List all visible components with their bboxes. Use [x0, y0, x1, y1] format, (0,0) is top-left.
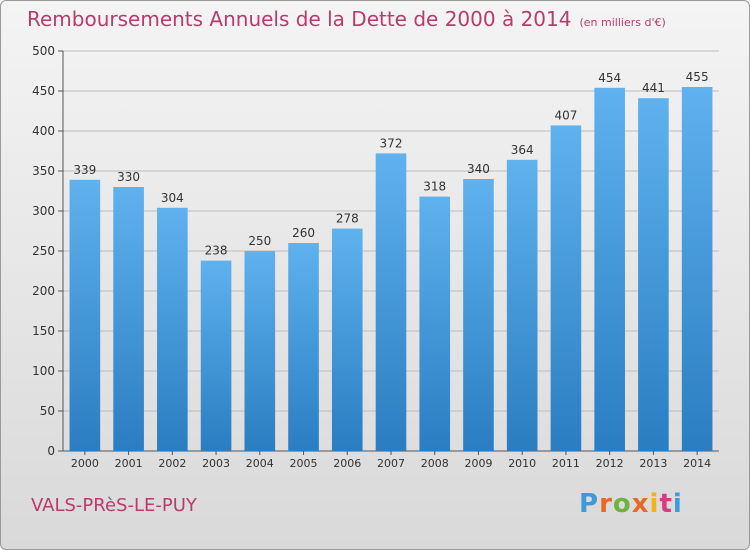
logo-letter: r [599, 489, 613, 519]
y-tick-label: 150 [32, 324, 55, 338]
bar-value-label: 304 [161, 191, 184, 205]
bar-2010 [506, 159, 538, 452]
bar-2001 [113, 187, 144, 451]
bar-2003 [200, 260, 232, 451]
bar-value-label: 441 [642, 81, 665, 95]
bar-value-label: 454 [598, 71, 621, 85]
x-tick-label: 2014 [683, 457, 711, 470]
x-tick-label: 2011 [552, 457, 580, 470]
y-tick-label: 300 [32, 204, 55, 218]
x-tick-label: 2005 [290, 457, 318, 470]
logo-letter: i [672, 489, 683, 519]
y-tick-label: 100 [32, 364, 55, 378]
chart-unit: (en milliers d'€) [579, 16, 666, 29]
bar-layer [69, 87, 713, 452]
x-tick-label: 2001 [115, 457, 143, 470]
bar-2005 [288, 243, 319, 451]
x-tick-label: 2010 [508, 457, 536, 470]
x-tick-label: 2007 [377, 457, 405, 470]
logo-letter: o [612, 489, 632, 519]
y-tick-label: 0 [47, 444, 55, 458]
x-tick-label: 2006 [333, 457, 361, 470]
logo-letter: t [659, 489, 673, 519]
x-tick-label: 2004 [246, 457, 274, 470]
logo-letter: x [631, 489, 650, 519]
x-tick-label: 2008 [421, 457, 449, 470]
y-tick-label: 400 [32, 124, 55, 138]
x-tick-label: 2002 [158, 457, 186, 470]
bar-2004 [244, 251, 276, 451]
bar-2007 [375, 153, 407, 451]
x-tick-label: 2012 [596, 457, 624, 470]
y-tick-label: 500 [32, 44, 55, 58]
bar-value-label: 372 [380, 136, 403, 150]
x-tick-label: 2003 [202, 457, 230, 470]
bar-value-label: 238 [205, 244, 228, 258]
bar-2013 [638, 98, 669, 451]
bar-2014 [681, 87, 713, 451]
bar-2008 [419, 196, 451, 451]
bar-value-label: 455 [686, 70, 709, 84]
bar-2000 [69, 179, 101, 452]
y-tick-label: 200 [32, 284, 55, 298]
bar-2011 [550, 125, 582, 452]
x-tick-label: 2013 [639, 457, 667, 470]
bar-value-label: 318 [423, 180, 446, 194]
bar-value-label: 340 [467, 162, 490, 176]
y-tick-label: 450 [32, 84, 55, 98]
bar-2006 [331, 228, 363, 451]
label-layer: 339 330 304 238 250 260 278 372 318 340 364 407 454 4… [73, 70, 708, 258]
y-tick-label: 250 [32, 244, 55, 258]
bar-value-label: 407 [554, 108, 577, 122]
logo-letter: P [579, 489, 600, 519]
bar-2002 [157, 207, 188, 451]
x-tick-label: 2009 [464, 457, 492, 470]
y-tick-label: 50 [40, 404, 55, 418]
chart-title: Remboursements Annuels de la Dette de 20… [27, 7, 666, 31]
logo-letter: i [649, 489, 660, 519]
x-tick-label: 2000 [71, 457, 99, 470]
bar-2012 [594, 87, 625, 452]
city-name: VALS-PRèS-LE-PUY [31, 495, 197, 516]
y-tick-label: 350 [32, 164, 55, 178]
bar-value-label: 250 [248, 234, 271, 248]
bar-value-label: 260 [292, 226, 315, 240]
chart-title-text: Remboursements Annuels de la Dette de 20… [27, 7, 572, 31]
bar-value-label: 364 [511, 143, 534, 157]
bar-value-label: 339 [73, 163, 96, 177]
bar-value-label: 278 [336, 212, 359, 226]
bar-value-label: 330 [117, 170, 140, 184]
bar-2009 [463, 179, 494, 451]
